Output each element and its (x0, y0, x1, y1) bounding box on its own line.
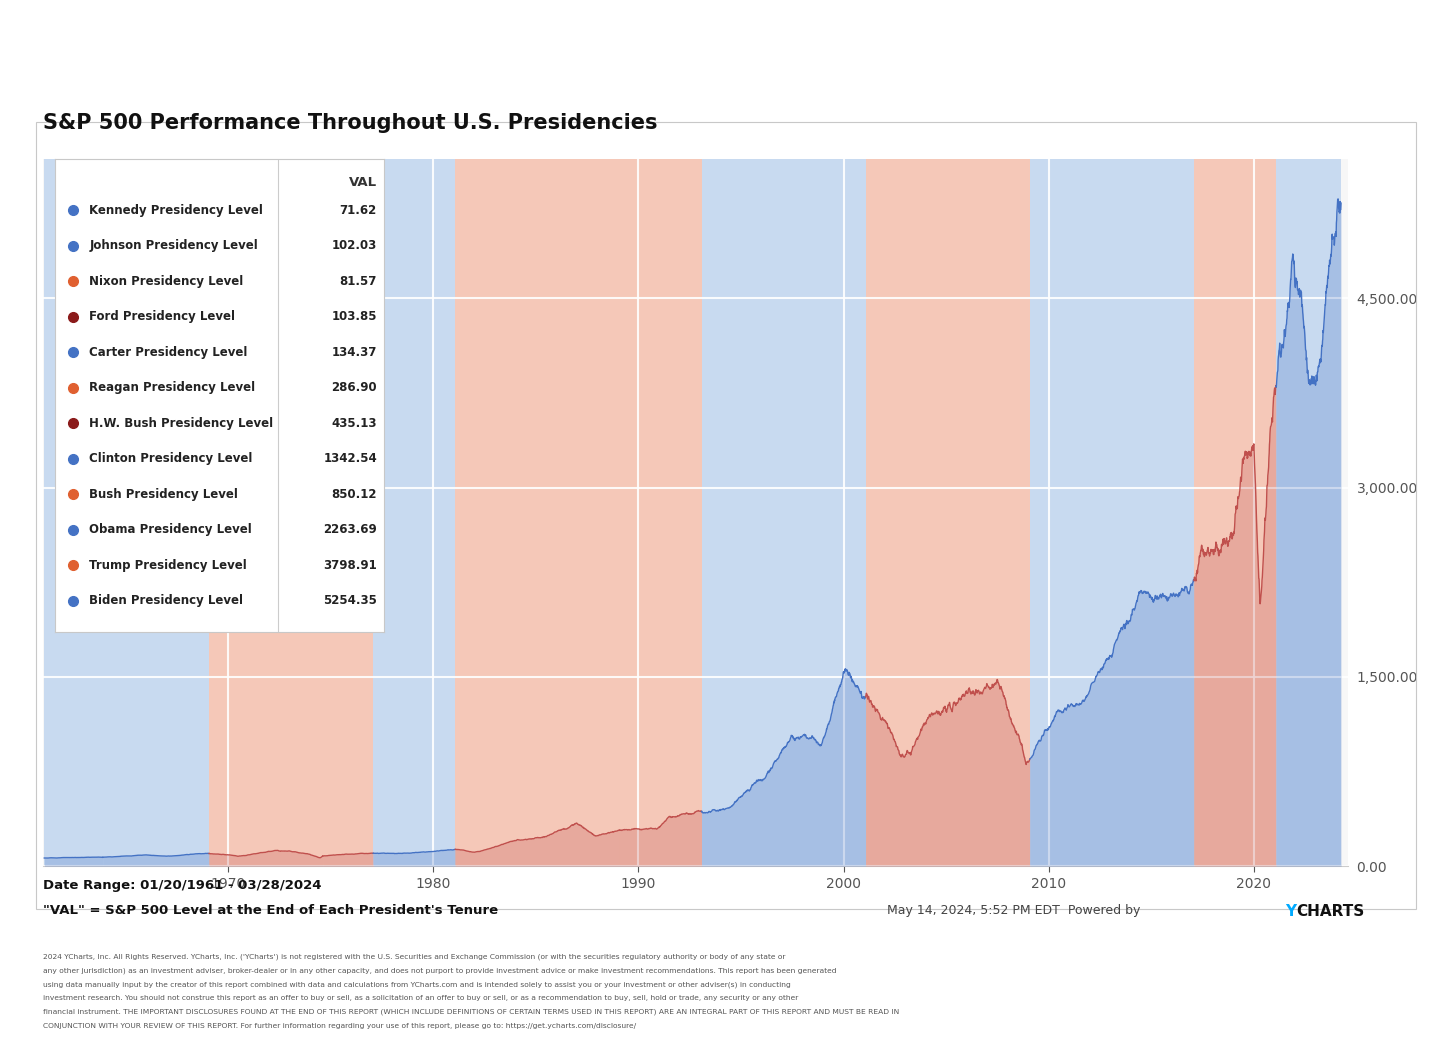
Bar (323, 159, 373, 866)
Text: 102.03: 102.03 (332, 239, 376, 252)
Text: financial instrument. THE IMPORTANT DISCLOSURES FOUND AT THE END OF THIS REPORT : financial instrument. THE IMPORTANT DISC… (43, 1009, 900, 1015)
Bar (209, 159, 323, 866)
Text: Date Range: 01/20/1961 - 03/28/2024: Date Range: 01/20/1961 - 03/28/2024 (43, 879, 322, 892)
Bar (1276, 159, 1341, 866)
Text: CHARTS: CHARTS (1296, 904, 1364, 918)
Text: Ford Presidency Level: Ford Presidency Level (89, 310, 235, 323)
Text: "VAL" = S&P 500 Level at the End of Each President's Tenure: "VAL" = S&P 500 Level at the End of Each… (43, 904, 499, 916)
Bar (701, 159, 865, 866)
Text: Clinton Presidency Level: Clinton Presidency Level (89, 452, 252, 466)
Text: 134.37: 134.37 (332, 345, 376, 358)
Bar (620, 159, 701, 866)
Text: Bush Presidency Level: Bush Presidency Level (89, 488, 238, 501)
Bar (865, 159, 1030, 866)
Text: 5254.35: 5254.35 (323, 594, 376, 607)
Text: investment research. You should not construe this report as an offer to buy or s: investment research. You should not cons… (43, 995, 799, 1001)
Bar (102, 159, 209, 866)
Bar (456, 159, 620, 866)
Text: Carter Presidency Level: Carter Presidency Level (89, 345, 248, 358)
Text: VAL: VAL (349, 176, 376, 189)
Text: Obama Presidency Level: Obama Presidency Level (89, 523, 252, 536)
Text: May 14, 2024, 5:52 PM EDT  Powered by: May 14, 2024, 5:52 PM EDT Powered by (887, 904, 1144, 916)
Text: 2024 YCharts, Inc. All Rights Reserved. YCharts, Inc. ('YCharts') is not registe: 2024 YCharts, Inc. All Rights Reserved. … (43, 954, 786, 960)
Text: Kennedy Presidency Level: Kennedy Presidency Level (89, 204, 264, 217)
Text: 286.90: 286.90 (332, 382, 376, 394)
Text: S&P 500 Performance Throughout U.S. Presidencies: S&P 500 Performance Throughout U.S. Pres… (43, 113, 658, 133)
Text: 435.13: 435.13 (332, 417, 376, 429)
Text: Trump Presidency Level: Trump Presidency Level (89, 558, 247, 572)
Text: 2263.69: 2263.69 (323, 523, 376, 536)
Bar (373, 159, 456, 866)
Text: Y: Y (1285, 904, 1296, 918)
Text: Johnson Presidency Level: Johnson Presidency Level (89, 239, 258, 252)
Text: 81.57: 81.57 (340, 274, 376, 288)
Text: using data manually input by the creator of this report combined with data and c: using data manually input by the creator… (43, 981, 792, 988)
Text: 103.85: 103.85 (332, 310, 376, 323)
Text: CONJUNCTION WITH YOUR REVIEW OF THIS REPORT. For further information regarding y: CONJUNCTION WITH YOUR REVIEW OF THIS REP… (43, 1023, 636, 1029)
Text: 1342.54: 1342.54 (323, 452, 376, 466)
Text: Nixon Presidency Level: Nixon Presidency Level (89, 274, 244, 288)
Text: Reagan Presidency Level: Reagan Presidency Level (89, 382, 255, 394)
Bar (1030, 159, 1194, 866)
Text: any other jurisdiction) as an investment adviser, broker-dealer or in any other : any other jurisdiction) as an investment… (43, 967, 836, 974)
Text: 3798.91: 3798.91 (323, 558, 376, 572)
Text: 71.62: 71.62 (340, 204, 376, 217)
Bar (45, 159, 102, 866)
Text: H.W. Bush Presidency Level: H.W. Bush Presidency Level (89, 417, 274, 429)
Bar (1194, 159, 1276, 866)
Text: 850.12: 850.12 (332, 488, 376, 501)
Text: Biden Presidency Level: Biden Presidency Level (89, 594, 244, 607)
